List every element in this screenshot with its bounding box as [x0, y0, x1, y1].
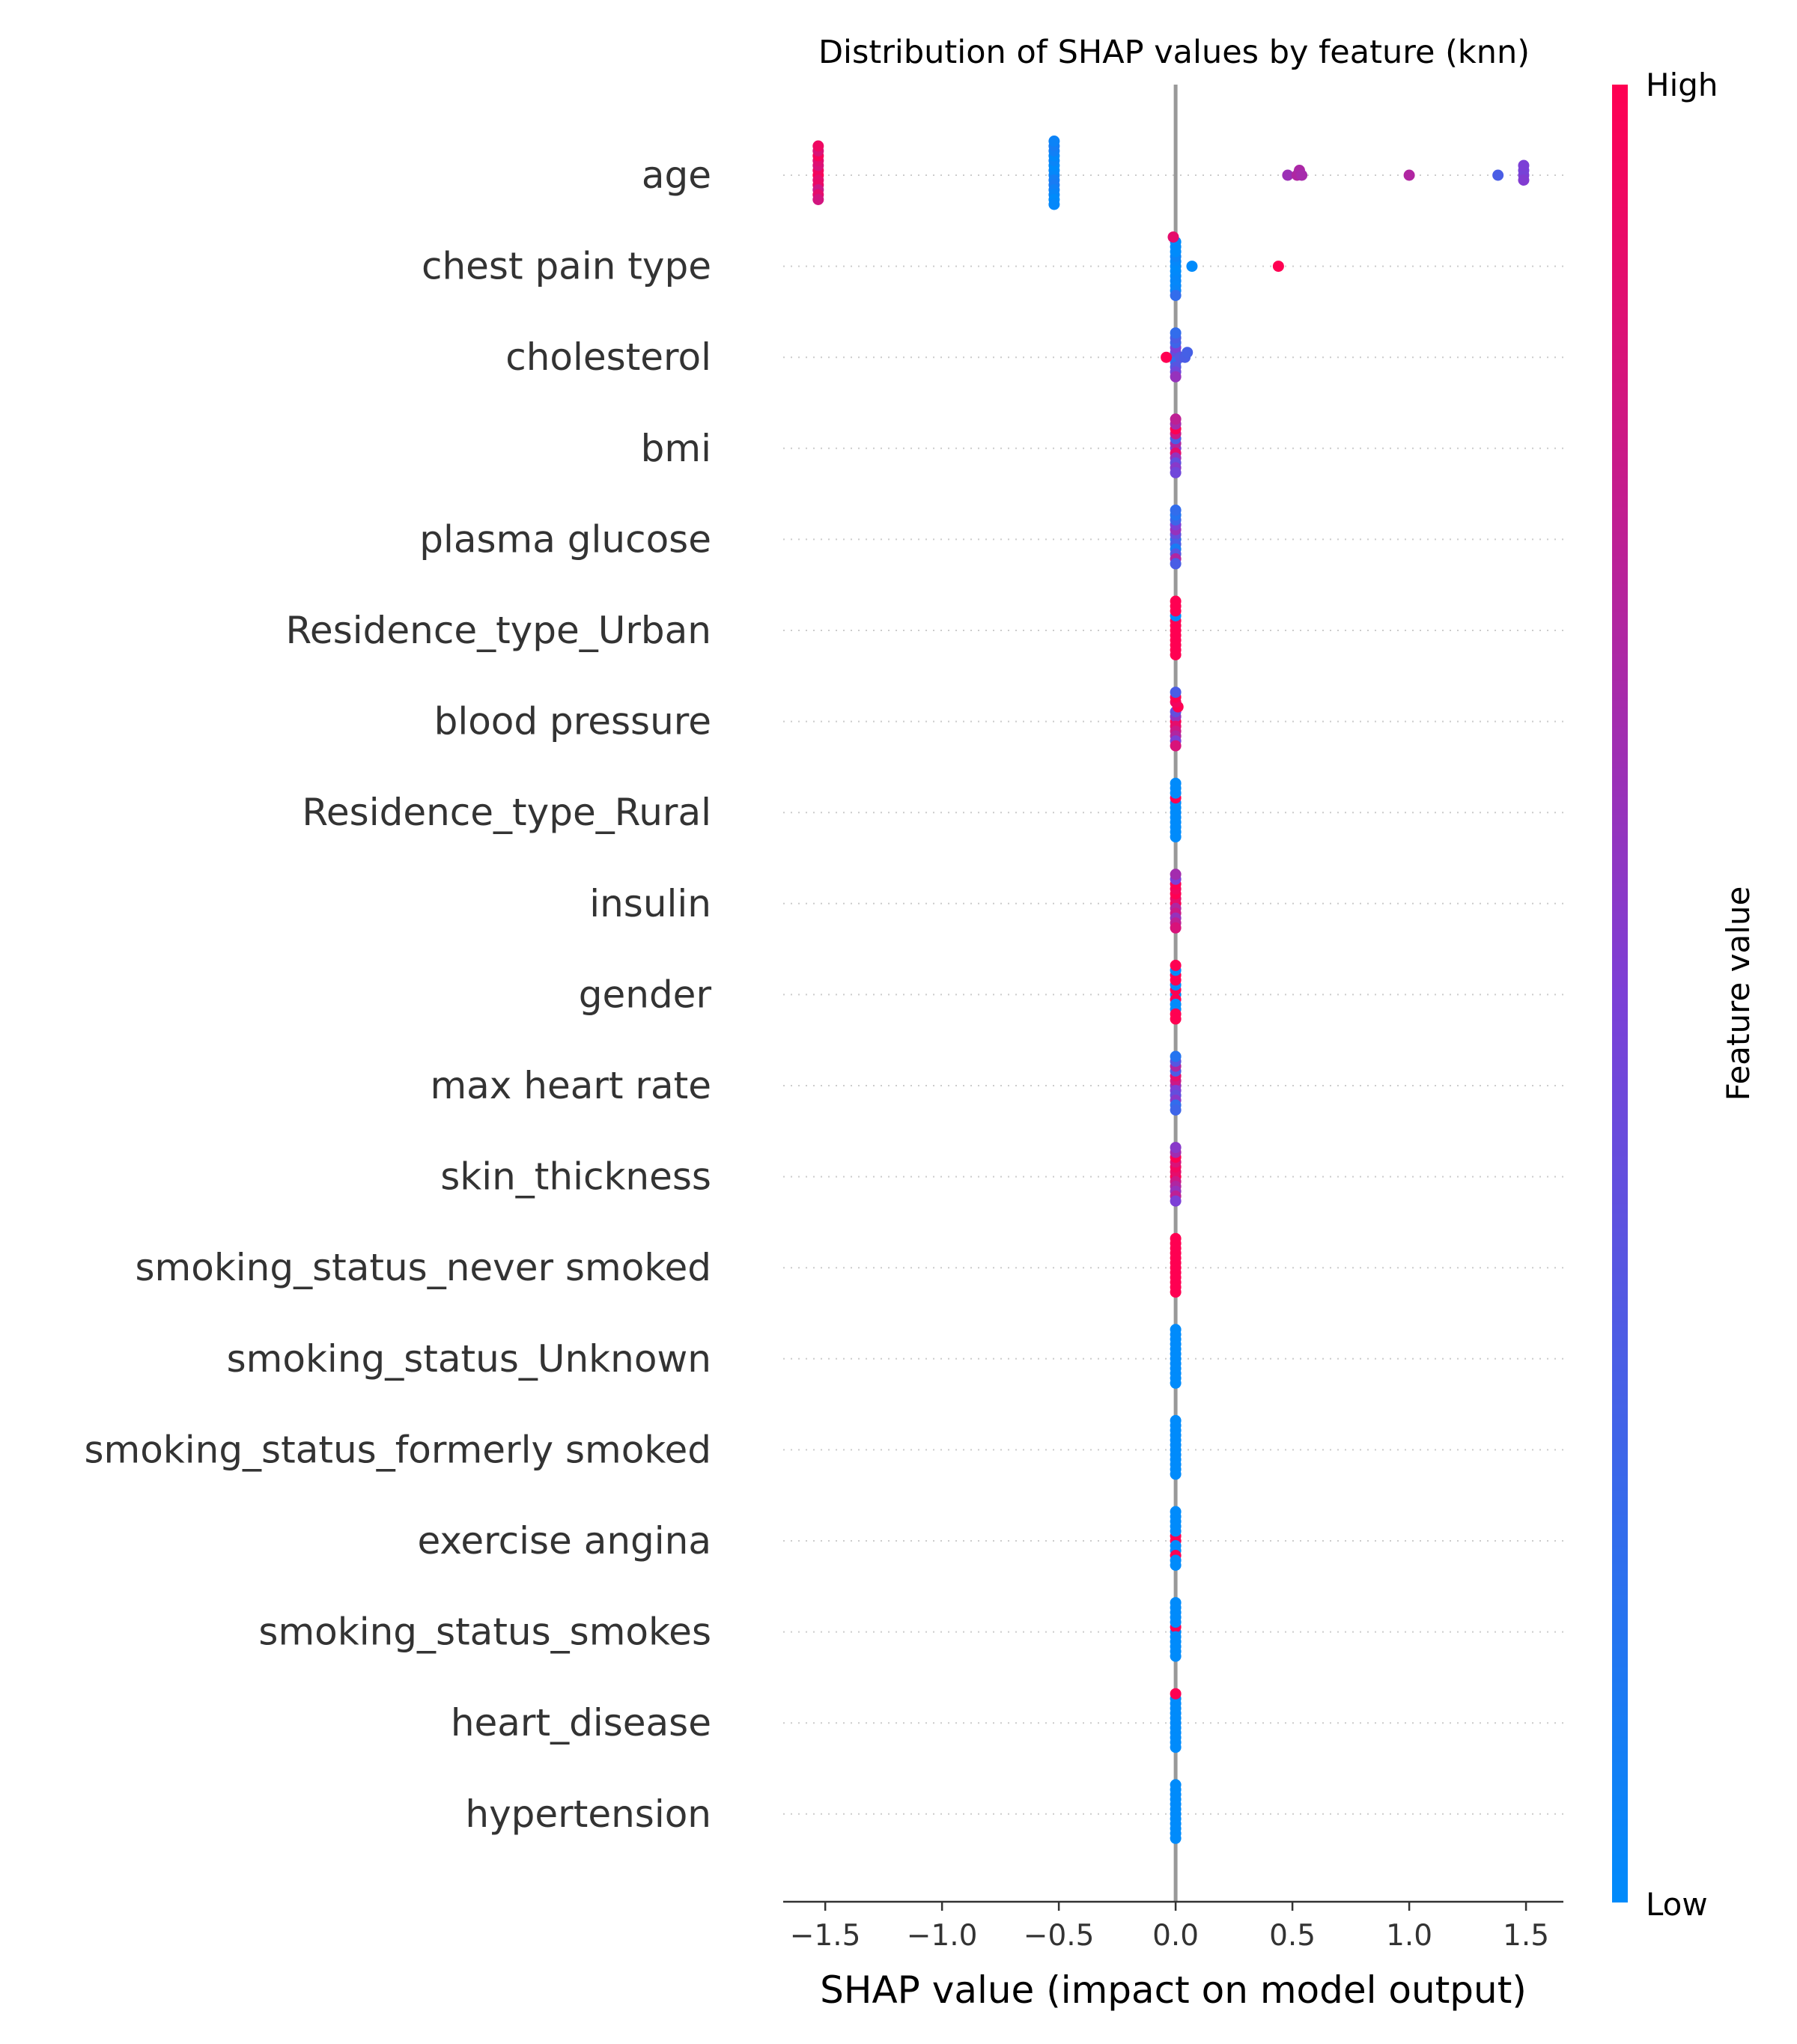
- shap-point: [1272, 261, 1284, 273]
- shap-point: [1492, 169, 1504, 181]
- x-tick-label: −1.5: [790, 1919, 861, 1953]
- feature-label: smoking_status_Unknown: [227, 1337, 711, 1381]
- shap-point: [1403, 169, 1415, 181]
- shap-point: [1170, 1832, 1182, 1844]
- x-tick-label: 1.5: [1503, 1919, 1549, 1953]
- feature-label: skin_thickness: [440, 1155, 711, 1199]
- x-tick-label: 0.5: [1269, 1919, 1316, 1953]
- chart-title: Distribution of SHAP values by feature (…: [818, 34, 1530, 71]
- shap-point: [1170, 371, 1182, 383]
- shap-point: [1518, 159, 1530, 171]
- feature-label: age: [642, 153, 711, 197]
- feature-label: blood pressure: [434, 700, 711, 743]
- shap-point: [1170, 1742, 1182, 1753]
- x-axis-title: SHAP value (impact on model output): [820, 1968, 1527, 2012]
- shap-point: [1170, 831, 1182, 843]
- shap-point: [1182, 347, 1194, 359]
- shap-point: [1186, 261, 1198, 273]
- feature-label: smoking_status_formerly smoked: [84, 1428, 711, 1471]
- shap-point: [1170, 1013, 1182, 1025]
- colorbar-low-label: Low: [1646, 1886, 1708, 1923]
- shap-point: [1170, 595, 1182, 607]
- shap-point: [1170, 740, 1182, 752]
- feature-label: max heart rate: [430, 1064, 711, 1107]
- feature-label: smoking_status_smokes: [258, 1610, 711, 1654]
- shap-points: [812, 136, 1530, 1844]
- shap-point: [1170, 413, 1182, 425]
- feature-label: hypertension: [465, 1792, 711, 1836]
- shap-point: [1170, 1779, 1182, 1791]
- shap-point: [1170, 1688, 1182, 1700]
- shap-point: [1167, 231, 1179, 243]
- shap-point: [1170, 466, 1182, 478]
- feature-labels: age chest pain type cholesterol bmi plasma g…: [84, 153, 711, 1836]
- feature-label: Residence_type_Urban: [285, 609, 711, 652]
- shap-point: [1170, 1324, 1182, 1336]
- shap-point: [1518, 174, 1530, 186]
- shap-point: [1170, 290, 1182, 302]
- feature-label: plasma glucose: [419, 517, 711, 561]
- colorbar: [1612, 85, 1628, 1902]
- x-tick-label: 0.0: [1152, 1919, 1199, 1953]
- shap-point: [1170, 1650, 1182, 1662]
- feature-label: gender: [579, 973, 712, 1016]
- colorbar-high-label: High: [1646, 67, 1718, 103]
- feature-label: exercise angina: [417, 1519, 711, 1563]
- shap-point: [1170, 1377, 1182, 1389]
- shap-point: [1170, 777, 1182, 789]
- shap-point: [1170, 1506, 1182, 1518]
- feature-label: heart_disease: [451, 1701, 711, 1745]
- feature-label: chest pain type: [422, 245, 711, 288]
- shap-point: [1170, 1597, 1182, 1609]
- shap-point: [1170, 959, 1182, 971]
- x-tick-label: −1.0: [907, 1919, 978, 1953]
- feature-label: bmi: [641, 427, 711, 470]
- shap-point: [1170, 1195, 1182, 1207]
- shap-point: [1170, 1050, 1182, 1062]
- shap-point: [1296, 169, 1308, 181]
- shap-point: [812, 140, 824, 152]
- shap-point: [1170, 687, 1182, 699]
- shap-point: [1170, 649, 1182, 660]
- shap-point: [1170, 1468, 1182, 1480]
- shap-point: [812, 194, 824, 205]
- shap-point: [1170, 922, 1182, 934]
- shap-point: [1170, 1232, 1182, 1244]
- shap-point: [1170, 1414, 1182, 1426]
- shap-point: [1161, 351, 1173, 363]
- feature-label: smoking_status_never smoked: [135, 1246, 711, 1289]
- feature-label: cholesterol: [505, 335, 711, 379]
- feature-label: insulin: [589, 882, 711, 925]
- shap-point: [1170, 558, 1182, 570]
- shap-point: [1170, 1104, 1182, 1116]
- shap-point: [1048, 136, 1060, 147]
- colorbar-title: Feature value: [1720, 886, 1757, 1101]
- feature-label: Residence_type_Rural: [302, 791, 711, 834]
- shap-point: [1170, 1142, 1182, 1154]
- x-tick-label: −0.5: [1024, 1919, 1095, 1953]
- shap-point: [1170, 1286, 1182, 1298]
- shap-point: [1282, 169, 1294, 181]
- shap-point: [1170, 869, 1182, 880]
- shap-point: [1170, 1560, 1182, 1571]
- x-axis-ticks: −1.5 −1.0 −0.5 0.0 0.5 1.0 1.5: [790, 1902, 1549, 1953]
- x-tick-label: 1.0: [1386, 1919, 1432, 1953]
- shap-point: [1170, 327, 1182, 339]
- shap-point: [1048, 198, 1060, 210]
- shap-point: [1170, 504, 1182, 516]
